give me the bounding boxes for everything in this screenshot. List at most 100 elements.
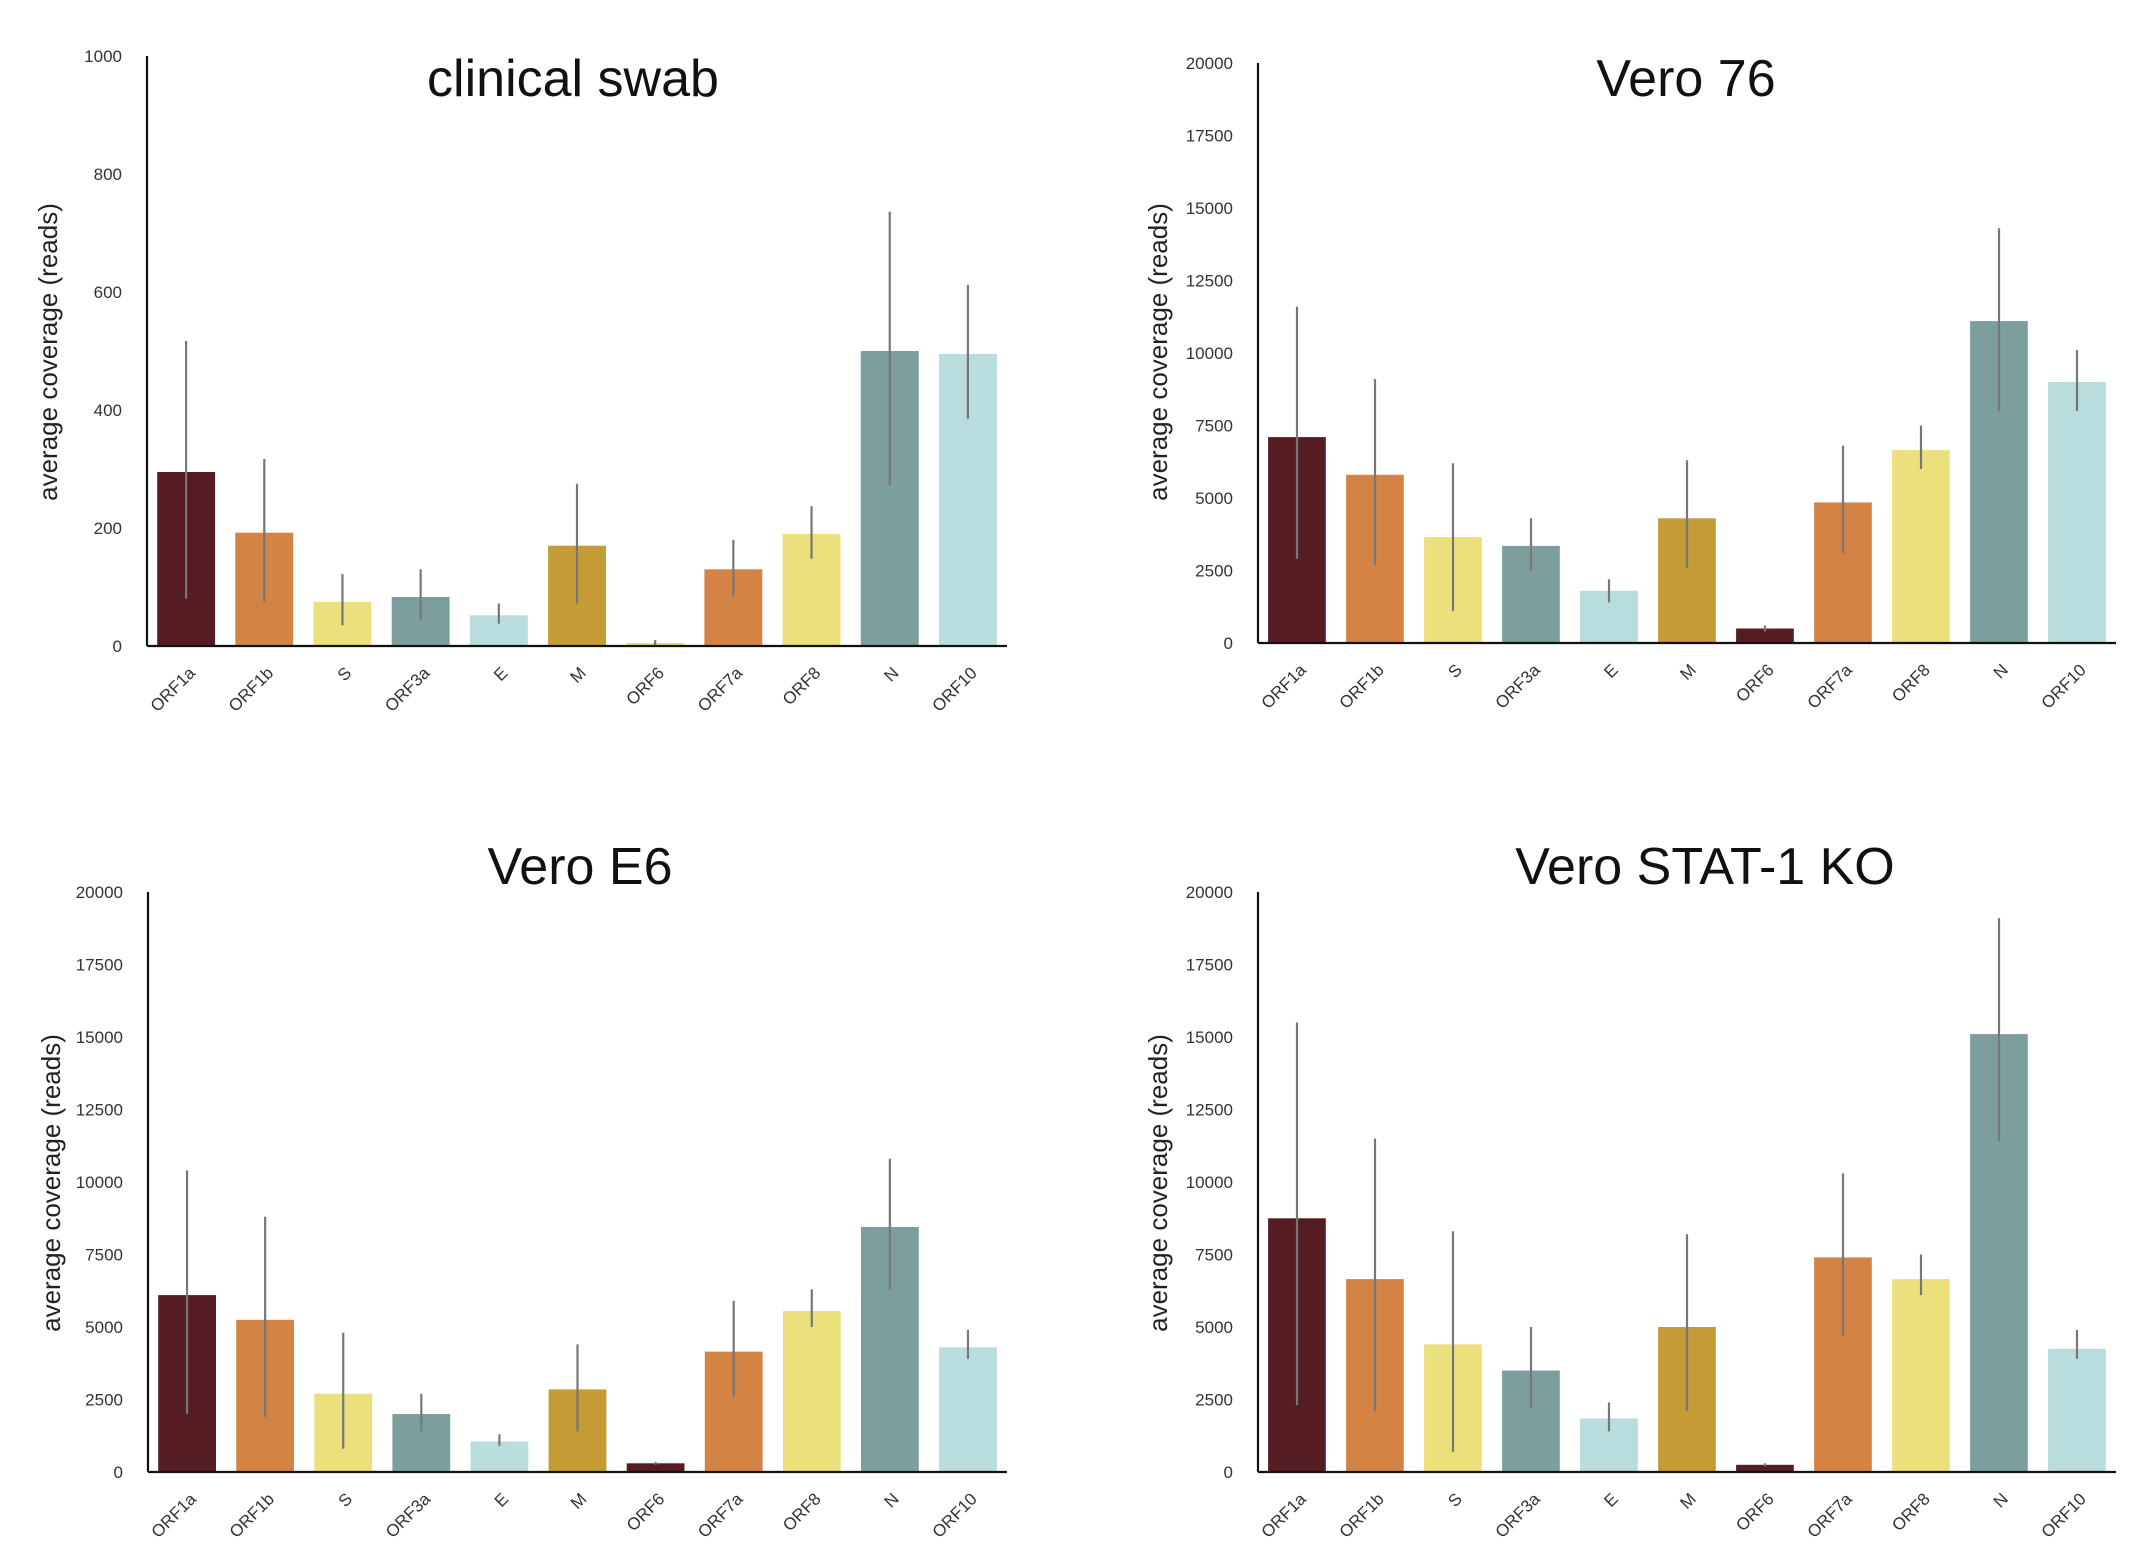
x-tick-label: ORF7a: [1804, 660, 1857, 713]
y-axis-label: average coverage (reads): [1143, 1034, 1173, 1332]
x-tick-label: ORF10: [929, 1489, 981, 1541]
y-axis-label: average coverage (reads): [36, 1034, 66, 1332]
y-tick-label: 20000: [76, 883, 123, 902]
y-tick-label: 17500: [76, 956, 123, 975]
y-tick-label: 0: [1224, 634, 1233, 653]
chart-title: clinical swab: [427, 50, 719, 108]
x-tick-label: ORF10: [2038, 1489, 2090, 1541]
x-tick-label: E: [490, 663, 511, 684]
y-tick-label: 0: [1224, 1463, 1233, 1482]
x-tick-label: ORF1a: [147, 663, 200, 716]
x-tick-label: ORF1b: [1336, 1489, 1388, 1541]
x-tick-label: E: [491, 1489, 512, 1510]
x-tick-label: ORF7a: [1804, 1489, 1857, 1542]
plot-area: 0 2500 5000 7500 10000 12500 15000 17500 20000 OR…: [1186, 883, 2116, 1542]
x-tick-label: S: [335, 1489, 356, 1510]
x-tick-label: E: [1600, 660, 1621, 681]
chart-title: Vero 76: [1596, 50, 1775, 108]
plot-area: 0 200 400 600 800 1000 ORF1a ORF1b S ORF3a E M ORF6 O…: [84, 47, 1007, 716]
y-tick-label: 5000: [85, 1318, 123, 1337]
x-tick-label: ORF1a: [148, 1489, 201, 1542]
bar-e: [470, 1441, 529, 1472]
x-tick-label: ORF1b: [226, 1489, 278, 1541]
x-tick-label: S: [1444, 1489, 1465, 1510]
x-tick-label: ORF6: [1732, 1489, 1777, 1534]
bar-orf6: [1736, 628, 1794, 643]
y-tick-label: 17500: [1186, 956, 1233, 975]
y-tick-label: 7500: [1195, 1246, 1233, 1265]
y-tick-label: 15000: [1186, 1028, 1233, 1047]
y-tick-label: 1000: [84, 47, 122, 66]
x-tick-label: M: [1676, 660, 1699, 683]
y-tick-label: 20000: [1186, 883, 1233, 902]
y-tick-label: 200: [94, 519, 122, 538]
x-tick-label: N: [1990, 1489, 2012, 1511]
bar-orf6: [626, 1463, 685, 1472]
x-tick-label: ORF1a: [1258, 1489, 1311, 1542]
y-tick-label: 12500: [1186, 1101, 1233, 1120]
x-tick-label: ORF3a: [382, 1489, 435, 1542]
x-tick-label: ORF6: [623, 663, 668, 708]
bar-orf10: [939, 1347, 997, 1472]
y-tick-label: 800: [94, 165, 122, 184]
x-tick-label: ORF8: [779, 1489, 824, 1534]
x-tick-label: ORF7a: [694, 663, 747, 716]
y-tick-label: 2500: [85, 1391, 123, 1410]
y-tick-label: 10000: [1186, 344, 1233, 363]
plot-area: 0 2500 5000 7500 10000 12500 15000 17500 20000 OR…: [76, 883, 1007, 1542]
chart-title: Vero E6: [487, 838, 672, 896]
x-tick-label: ORF6: [623, 1489, 668, 1534]
bar-orf6: [1736, 1464, 1794, 1473]
x-tick-label: S: [334, 663, 355, 684]
y-tick-label: 2500: [1195, 1391, 1233, 1410]
x-tick-label: N: [880, 663, 902, 685]
y-tick-label: 400: [94, 401, 122, 420]
y-tick-label: 7500: [85, 1246, 123, 1265]
x-tick-label: M: [566, 663, 589, 686]
chart-clinical-swab: clinical swab average coverage (reads) 0…: [33, 47, 1007, 716]
y-axis-label: average coverage (reads): [33, 203, 63, 501]
plot-area: 0 2500 5000 7500 10000 12500 15000 17500 20000 OR…: [1186, 54, 2116, 713]
chart-vero-stat1-ko: Vero STAT-1 KO average coverage (reads) …: [1143, 838, 2116, 1542]
y-tick-label: 12500: [76, 1101, 123, 1120]
y-axis-label: average coverage (reads): [1143, 203, 1173, 501]
y-tick-label: 5000: [1195, 1318, 1233, 1337]
y-tick-label: 0: [113, 637, 122, 656]
y-tick-label: 10000: [1186, 1173, 1233, 1192]
x-tick-label: ORF1b: [1336, 660, 1388, 712]
x-tick-label: S: [1444, 660, 1465, 681]
x-tick-label: ORF1a: [1258, 660, 1311, 713]
chart-vero-76: Vero 76 average coverage (reads) 0 2500 50…: [1143, 50, 2116, 713]
y-tick-label: 0: [114, 1463, 123, 1482]
x-tick-label: ORF8: [1888, 1489, 1933, 1534]
x-tick-label: ORF3a: [1492, 1489, 1545, 1542]
y-tick-label: 12500: [1186, 272, 1233, 291]
y-tick-label: 10000: [76, 1173, 123, 1192]
y-tick-label: 15000: [1186, 199, 1233, 218]
x-tick-label: N: [1990, 660, 2012, 682]
chart-title: Vero STAT-1 KO: [1515, 838, 1895, 896]
y-tick-label: 5000: [1195, 489, 1233, 508]
x-tick-label: E: [1600, 1489, 1621, 1510]
y-tick-label: 7500: [1195, 417, 1233, 436]
x-tick-label: M: [567, 1489, 590, 1512]
x-tick-label: ORF7a: [694, 1489, 747, 1542]
x-tick-label: N: [881, 1489, 903, 1511]
bar-orf8: [1892, 450, 1950, 643]
x-tick-label: ORF3a: [1492, 660, 1545, 713]
y-tick-label: 2500: [1195, 562, 1233, 581]
y-tick-label: 20000: [1186, 54, 1233, 73]
x-tick-label: ORF10: [2038, 660, 2090, 712]
bar-orf8: [1892, 1279, 1950, 1472]
x-tick-label: ORF8: [779, 663, 824, 708]
x-tick-label: ORF1b: [225, 663, 277, 715]
x-tick-label: ORF3a: [381, 663, 434, 716]
y-tick-label: 600: [94, 283, 122, 302]
bar-orf10: [2048, 1348, 2106, 1473]
chart-vero-e6: Vero E6 average coverage (reads) 0 2500 50…: [36, 838, 1007, 1542]
bar-orf10: [2048, 382, 2106, 643]
x-tick-label: ORF6: [1732, 660, 1777, 705]
y-tick-label: 15000: [76, 1028, 123, 1047]
y-tick-label: 17500: [1186, 127, 1233, 146]
